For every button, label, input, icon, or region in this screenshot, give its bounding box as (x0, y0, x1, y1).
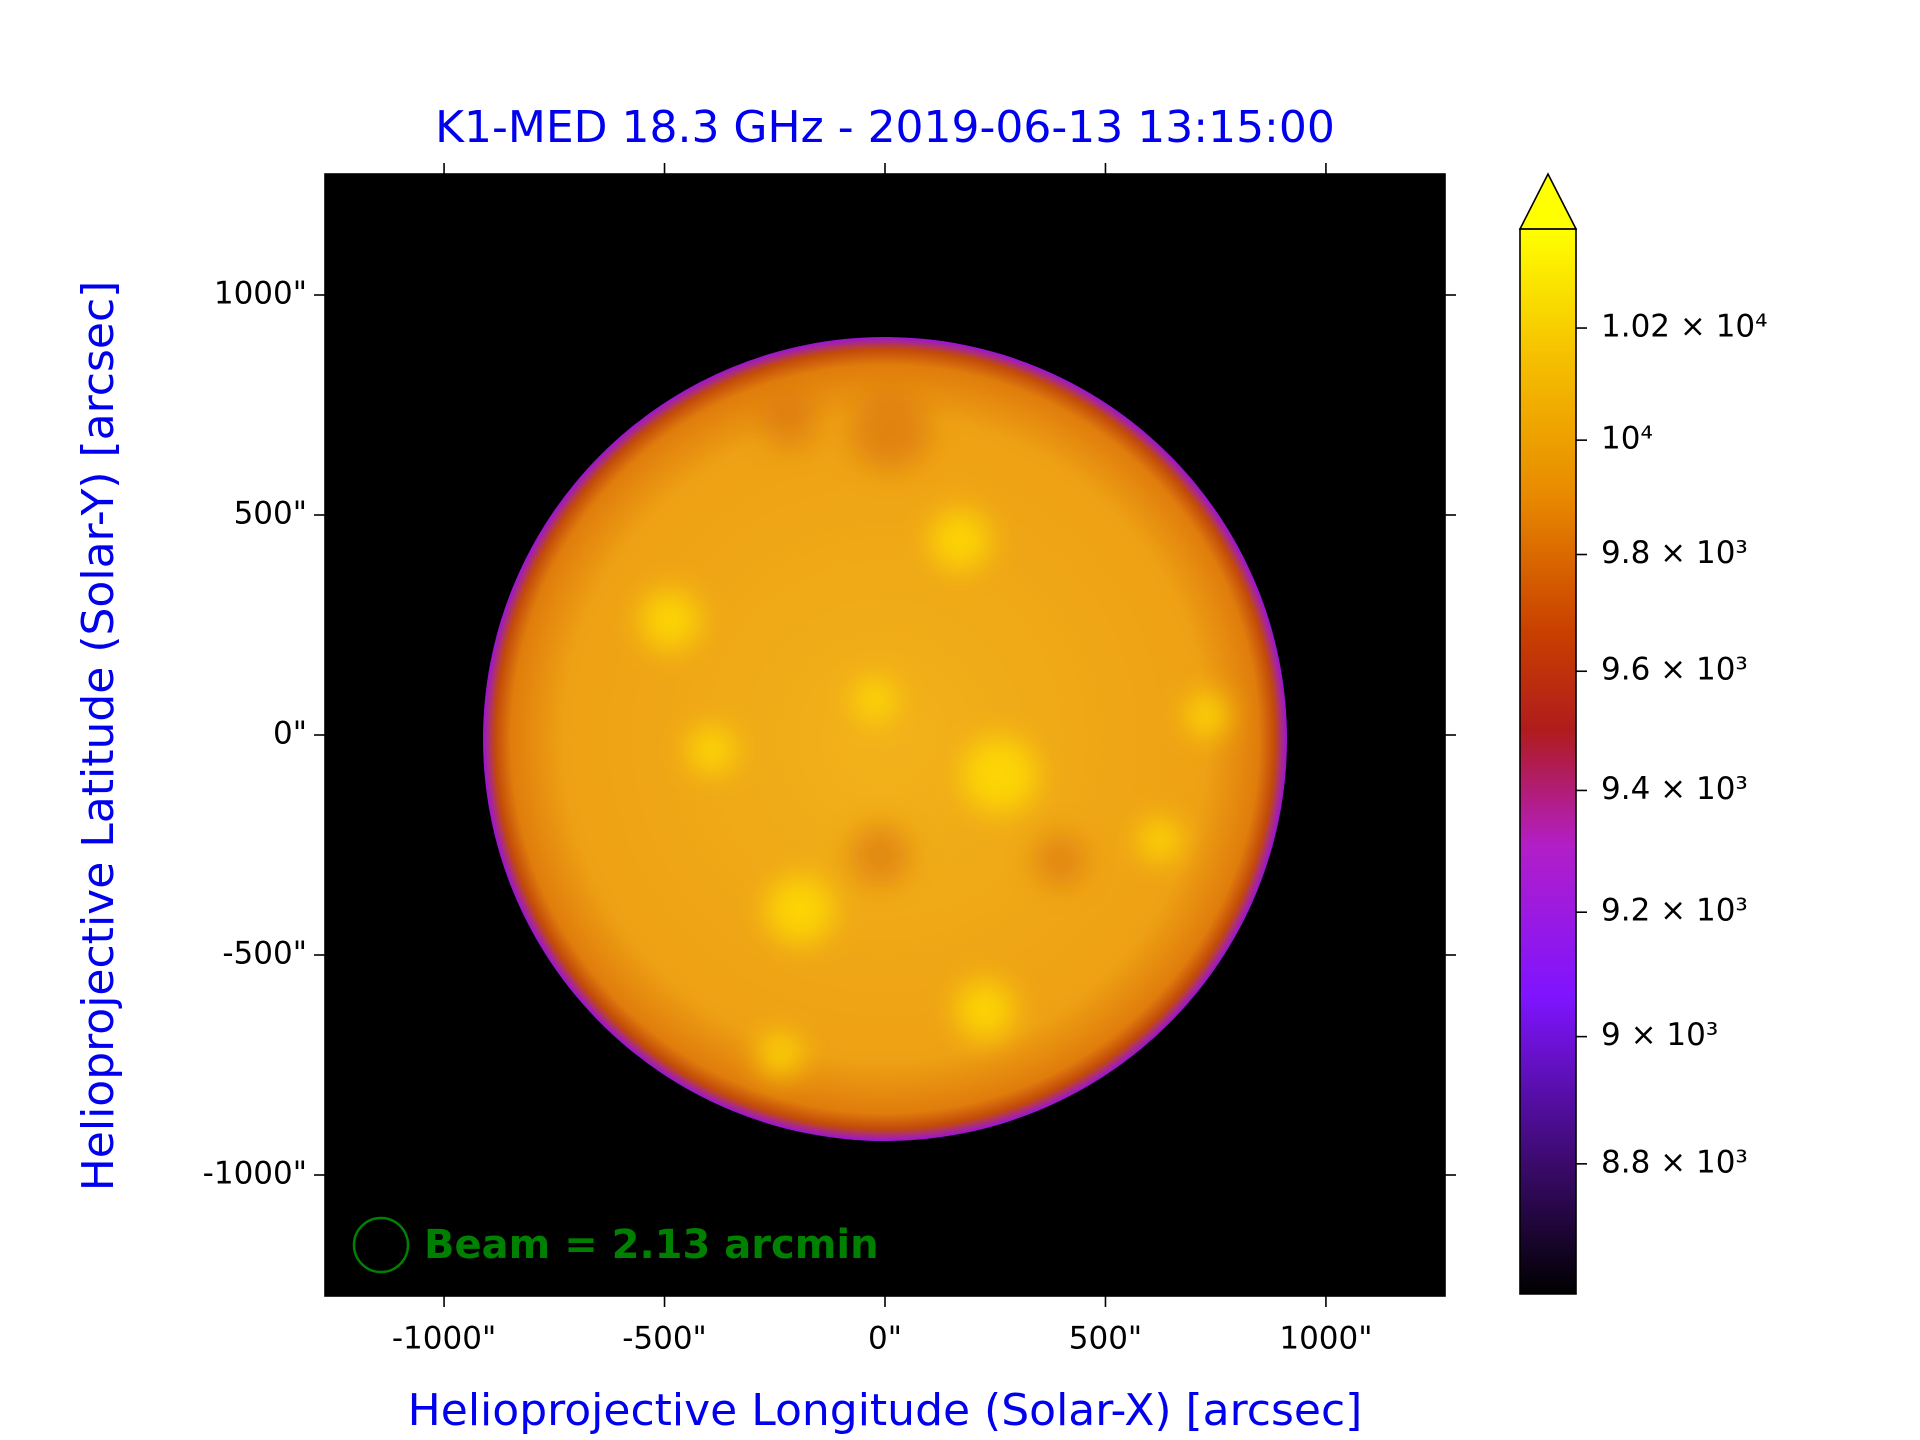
colorbar-tick-label: 9 × 10³ (1601, 1017, 1718, 1053)
chart-title: K1-MED 18.3 GHz - 2019-06-13 13:15:00 (435, 102, 1335, 153)
bright-regions (640, 510, 1229, 1077)
y-tick-label: 0" (273, 716, 307, 752)
colorbar-tick-label: 9.6 × 10³ (1601, 652, 1748, 688)
x-tick-label: 500" (1069, 1321, 1142, 1357)
disk (483, 337, 1287, 1141)
x-axis-label: Helioprojective Longitude (Solar-X) [arc… (408, 1385, 1363, 1436)
x-tick-label: 0" (868, 1321, 902, 1357)
colorbar-tick-label: 9.8 × 10³ (1601, 535, 1748, 571)
solar-disk (483, 337, 1287, 1141)
beam-annotation: Beam = 2.13 arcmin (424, 1222, 879, 1268)
y-tick-label: 1000" (214, 276, 307, 312)
y-tick-label: -1000" (203, 1156, 307, 1192)
x-tick-label: -500" (622, 1321, 707, 1357)
y-tick-label: -500" (222, 936, 307, 972)
x-tick-label: -1000" (392, 1321, 496, 1357)
colorbar-frame (1519, 228, 1577, 1295)
dim-regions (762, 390, 1086, 886)
colorbar-tick-label: 1.02 × 10⁴ (1601, 309, 1768, 345)
colorbar (1520, 229, 1576, 1294)
y-tick-label: 500" (234, 496, 307, 532)
y-axis-label: Helioprojective Latitude (Solar-Y) [arcs… (73, 281, 124, 1192)
colorbar-tick-label: 10⁴ (1601, 421, 1653, 457)
colorbar-tick-label: 8.8 × 10³ (1601, 1144, 1748, 1180)
colorbar-extend (1518, 172, 1578, 230)
colorbar-tick-label: 9.2 × 10³ (1601, 893, 1748, 929)
x-tick-label: 1000" (1279, 1321, 1372, 1357)
beam-circle (352, 1216, 410, 1274)
colorbar-tick-label: 9.4 × 10³ (1601, 771, 1748, 807)
